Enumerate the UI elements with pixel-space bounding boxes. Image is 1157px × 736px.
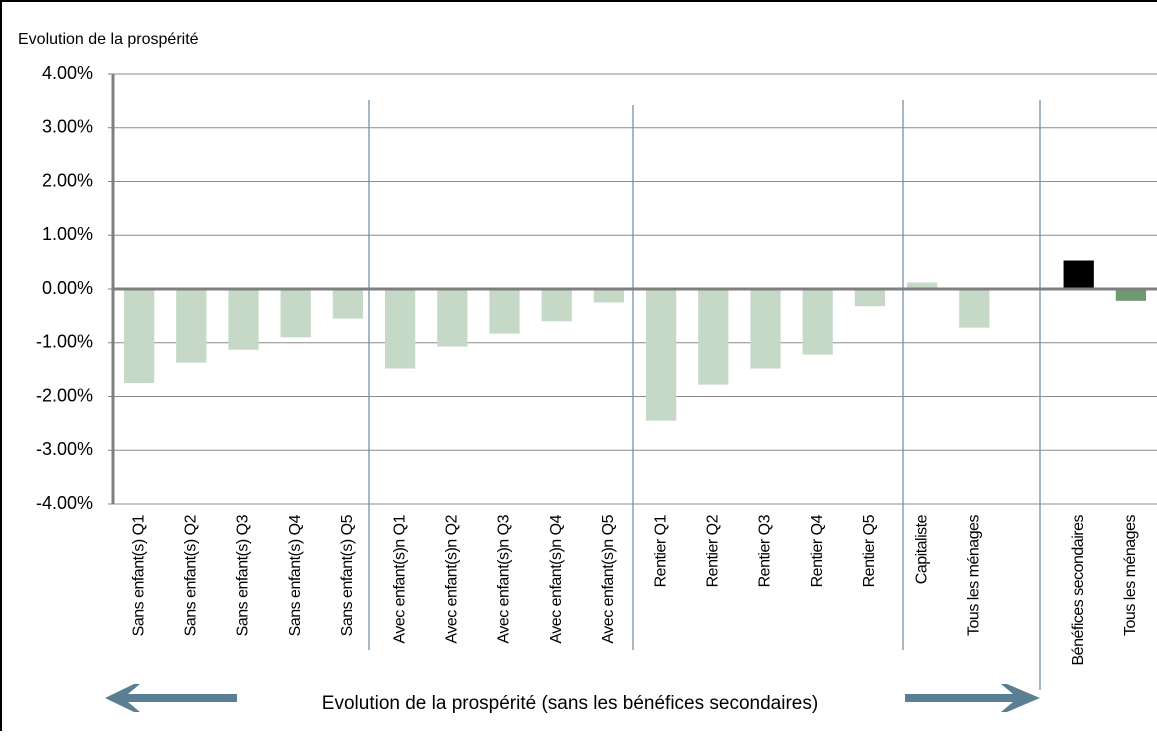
- bar: [1063, 260, 1094, 289]
- y-tick-label: 1.00%: [42, 224, 93, 244]
- x-tick-label: Sans enfant(s) Q2: [183, 514, 200, 636]
- bar: [123, 289, 155, 384]
- bar: [332, 289, 364, 319]
- bar: [1115, 289, 1147, 301]
- y-tick-label: 2.00%: [42, 170, 93, 190]
- bar: [750, 289, 781, 369]
- x-tick-label: Rentier Q2: [705, 514, 722, 587]
- bar: [489, 289, 520, 334]
- bar: [541, 289, 572, 322]
- bar: [176, 289, 207, 363]
- bar: [854, 289, 886, 307]
- x-tick-label: Bénéfices secondaires: [1070, 515, 1087, 666]
- x-tick-label: Avec enfant(s)n Q2: [444, 514, 461, 643]
- x-tick-label: Rentier Q5: [861, 514, 878, 587]
- bar: [906, 282, 938, 289]
- bar: [280, 289, 311, 338]
- y-tick-label: 4.00%: [42, 63, 93, 83]
- x-tick-label: Sans enfant(s) Q3: [235, 514, 252, 636]
- bar: [593, 289, 625, 303]
- x-tick-label: Rentier Q1: [652, 514, 669, 587]
- left-arrow: [105, 684, 237, 712]
- x-tick-label: Avec enfant(s)n Q3: [496, 514, 513, 643]
- y-tick-label: -4.00%: [36, 493, 93, 513]
- bar: [698, 289, 729, 385]
- arrows: [105, 684, 1040, 712]
- x-tick-label: Avec enfant(s)n Q1: [391, 514, 408, 643]
- y-tick-label: -2.00%: [36, 385, 93, 405]
- x-tick-label: Sans enfant(s) Q5: [339, 514, 356, 636]
- y-tick-label: -3.00%: [36, 439, 93, 459]
- x-tick-label: Avec enfant(s)n Q4: [548, 514, 565, 643]
- x-tick-label: Tous les ménages: [1122, 515, 1139, 636]
- x-tick-label: Tous les ménages: [966, 515, 983, 636]
- separators: [368, 100, 1041, 690]
- y-tick-label: -1.00%: [36, 332, 93, 352]
- annotation: Evolution de la prospérité (sans les bén…: [322, 693, 818, 714]
- x-tick-label: Capitaliste: [913, 514, 930, 584]
- x-tick-label: Sans enfant(s) Q4: [287, 514, 304, 636]
- bar: [959, 289, 990, 328]
- y-tick-label: 0.00%: [42, 278, 93, 298]
- x-tick-label: Rentier Q3: [757, 514, 774, 587]
- right-arrow: [905, 684, 1040, 712]
- bar: [384, 289, 416, 369]
- bar: [228, 289, 259, 350]
- x-tick-label: Rentier Q4: [809, 514, 826, 587]
- y-tick-label: 3.00%: [42, 117, 93, 137]
- bar: [645, 289, 677, 421]
- bar: [437, 289, 468, 347]
- chart-title: Evolution de la prospérité: [18, 31, 199, 48]
- x-tick-label: Avec enfant(s)n Q5: [600, 514, 617, 643]
- bar: [802, 289, 833, 355]
- x-tick-label: Sans enfant(s) Q1: [130, 514, 147, 636]
